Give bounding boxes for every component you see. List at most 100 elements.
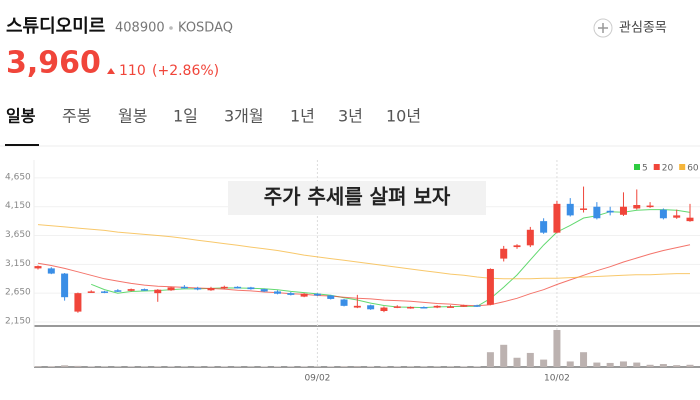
candle-body [114,290,122,292]
legend-label: 5 [642,164,648,174]
volume-bar [513,357,521,367]
watch-button[interactable]: 관심종목 [593,18,667,38]
volume-bar [260,366,268,367]
candle-body [513,245,521,248]
candle-body [140,289,148,291]
candle-body [74,293,82,312]
stock-code: 408900 [115,21,165,36]
period-tab[interactable]: 1일 [173,107,198,126]
volume-bar [553,330,561,367]
overlay-box [228,181,486,215]
volume-bar [646,364,654,367]
candle-body [446,306,454,308]
moving-average-line [37,244,691,307]
period-tab[interactable]: 월봉 [118,107,147,126]
legend-swatch [653,164,660,170]
volume-bar [673,365,681,367]
volume-bar [367,366,375,367]
period-tab[interactable]: 1년 [290,107,315,126]
volume-bar [340,366,348,367]
candle-body [633,205,641,209]
candle-body [61,273,69,298]
candle-body [367,305,375,310]
candle-body [540,221,548,233]
up-arrow [107,68,115,74]
price-change: 110 [119,63,146,79]
candle-body [500,248,508,259]
candle-body [207,287,215,291]
volume-bar [74,365,82,367]
candle-body [154,289,162,294]
volume-bar [619,361,627,367]
legend-swatch [679,164,686,170]
candle-body [593,206,601,219]
candle-body [460,305,468,307]
volume-bar [566,361,574,367]
candle-body [606,210,614,213]
volume-bar [154,366,162,367]
period-tab[interactable]: 3년 [338,107,363,126]
volume-bar [526,352,534,367]
volume-bar [659,364,667,367]
y-tick-label: 3,650 [5,230,31,240]
candle-body [194,287,202,290]
candle-body [47,268,55,274]
candle-body [407,306,415,309]
separator-dot [169,26,173,30]
moving-average-line [37,224,690,280]
x-tick-label: 09/02 [304,374,330,384]
candle-body [167,287,175,291]
period-tab[interactable]: 10년 [386,107,421,126]
change-percent: (+2.86%) [152,63,219,79]
volume-bar [606,362,614,367]
period-tab[interactable]: 일봉 [6,107,36,126]
candle-body [686,217,694,222]
watch-label: 관심종목 [619,21,667,36]
volume-bar [274,366,282,367]
plot: 2,150 2,650 3,150 3,650 4,150 4,650 09/02 10/02… [5,160,700,384]
volume-bar [540,359,548,367]
candle-body [380,307,388,312]
volume-bar [353,366,361,367]
candle-body [353,305,361,308]
candle-body [247,287,255,290]
y-tick-label: 4,650 [5,172,31,182]
candle-body [566,203,574,216]
period-tab[interactable]: 3개월 [224,107,264,126]
candle-body [420,306,428,309]
candle-body [101,291,109,293]
candle-body [340,299,348,306]
volume-bar [61,365,69,367]
candle-body [287,293,295,295]
period-tab[interactable]: 주봉 [62,107,91,126]
volume-bar [500,344,508,367]
y-tick-label: 2,650 [5,288,31,298]
candle-body [659,209,667,219]
candle-body [220,286,228,289]
volume-bar [486,352,494,367]
candle-body [127,289,135,291]
current-price: 3,960 [6,46,101,81]
x-tick-label: 10/02 [544,374,570,384]
candle-body [327,295,335,299]
candle-body [553,203,561,233]
candle-body [580,208,588,210]
volume-bar [580,352,588,367]
candle-body [473,305,481,307]
volume-bar [633,362,641,367]
candle-body [180,286,188,289]
period-tabs: 일봉 주봉 월봉 1일 3개월 1년 3년 10년 [6,107,421,126]
candle-body [393,306,401,308]
candle-body [619,206,627,215]
volume-bar [34,366,42,367]
overlay-text: 주가 추세를 살펴 보자 [264,185,451,209]
watch-icon [593,18,613,38]
candle-body [526,229,534,246]
plus-icon [598,23,608,33]
candle-body [313,293,321,296]
y-tick-label: 4,150 [5,201,31,211]
volume-bar [593,362,601,367]
candle-body [486,268,494,305]
